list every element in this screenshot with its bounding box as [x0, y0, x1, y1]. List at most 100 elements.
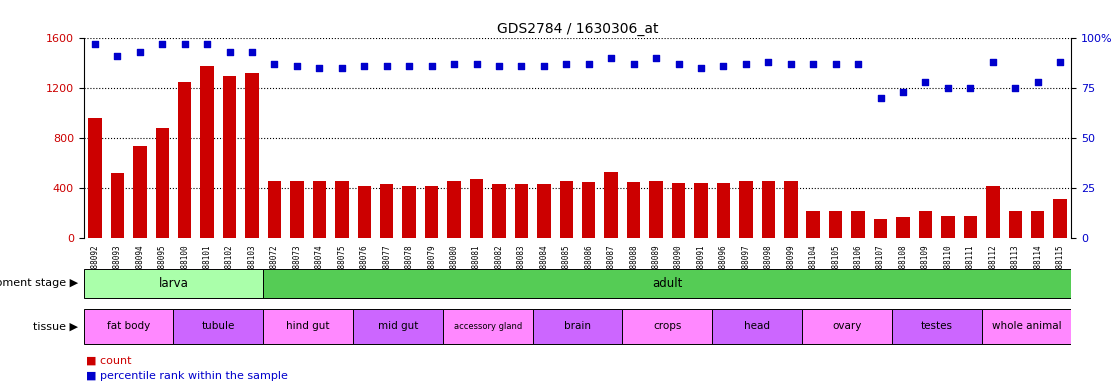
Point	[131, 49, 148, 55]
Point	[445, 61, 463, 68]
Point	[692, 65, 710, 71]
Bar	[223, 76, 237, 238]
Point	[916, 79, 934, 85]
Bar	[829, 211, 843, 238]
Bar	[532, 309, 623, 344]
Point	[199, 41, 217, 48]
Point	[557, 61, 575, 68]
Bar	[443, 309, 532, 344]
Bar	[982, 309, 1071, 344]
Point	[849, 61, 867, 68]
Point	[378, 63, 396, 70]
Bar	[263, 309, 353, 344]
Bar	[335, 181, 348, 238]
Point	[86, 41, 104, 48]
Bar	[88, 118, 102, 238]
Bar	[357, 186, 371, 238]
Bar	[514, 184, 528, 238]
Point	[153, 41, 171, 48]
Point	[580, 61, 598, 68]
Point	[266, 61, 283, 68]
Point	[310, 65, 328, 71]
Bar	[1054, 199, 1067, 238]
Bar	[672, 182, 685, 238]
Bar	[1031, 211, 1045, 238]
Bar	[110, 173, 124, 238]
Bar	[425, 186, 439, 238]
Point	[714, 63, 732, 70]
Bar	[896, 217, 910, 238]
Point	[939, 85, 956, 91]
Text: tubule: tubule	[202, 321, 235, 331]
Point	[1007, 85, 1024, 91]
Point	[401, 63, 418, 70]
Bar	[133, 146, 146, 238]
Point	[355, 63, 373, 70]
Bar	[173, 309, 263, 344]
Point	[872, 95, 889, 101]
Text: fat body: fat body	[107, 321, 151, 331]
Bar	[1009, 211, 1022, 238]
Bar	[987, 186, 1000, 238]
Bar	[155, 128, 169, 238]
Bar	[290, 181, 304, 238]
Point	[423, 63, 441, 70]
Bar	[312, 181, 326, 238]
Bar	[492, 184, 506, 238]
Bar	[623, 309, 712, 344]
Point	[984, 59, 1002, 65]
Point	[176, 41, 194, 48]
Text: ■ percentile rank within the sample: ■ percentile rank within the sample	[86, 371, 288, 381]
Bar	[559, 180, 573, 238]
Bar	[177, 82, 192, 238]
Bar	[918, 211, 932, 238]
Point	[1051, 59, 1069, 65]
Point	[468, 61, 485, 68]
Bar	[963, 216, 978, 238]
Bar	[874, 219, 887, 238]
Bar	[379, 184, 394, 238]
Text: larva: larva	[158, 277, 189, 290]
Bar	[785, 180, 798, 238]
Point	[512, 63, 530, 70]
Text: accessory gland: accessory gland	[453, 322, 522, 331]
Point	[243, 49, 261, 55]
Bar	[761, 181, 775, 238]
Point	[333, 65, 350, 71]
Text: testes: testes	[921, 321, 953, 331]
Bar	[246, 73, 259, 238]
Point	[108, 53, 126, 60]
Text: mid gut: mid gut	[378, 321, 418, 331]
Point	[961, 85, 979, 91]
Text: ■ count: ■ count	[86, 356, 132, 366]
Point	[535, 63, 552, 70]
Bar	[403, 186, 416, 238]
Bar	[605, 172, 618, 238]
Bar	[268, 180, 281, 238]
Bar	[852, 211, 865, 238]
Bar	[892, 309, 982, 344]
Bar	[650, 180, 663, 238]
Point	[647, 55, 665, 61]
Bar	[537, 184, 550, 238]
Text: ovary: ovary	[833, 321, 862, 331]
Point	[805, 61, 822, 68]
Bar	[84, 309, 173, 344]
Bar	[470, 179, 483, 238]
Bar	[807, 211, 820, 238]
Point	[782, 61, 800, 68]
Text: hind gut: hind gut	[287, 321, 330, 331]
Bar	[583, 182, 596, 238]
Point	[670, 61, 687, 68]
Bar	[802, 309, 892, 344]
Point	[625, 61, 643, 68]
Point	[288, 63, 306, 70]
Point	[603, 55, 620, 61]
Text: brain: brain	[564, 321, 591, 331]
Point	[1029, 79, 1047, 85]
Bar	[353, 309, 443, 344]
Point	[759, 59, 777, 65]
Text: head: head	[744, 321, 770, 331]
Point	[894, 89, 912, 95]
Bar	[84, 268, 263, 298]
